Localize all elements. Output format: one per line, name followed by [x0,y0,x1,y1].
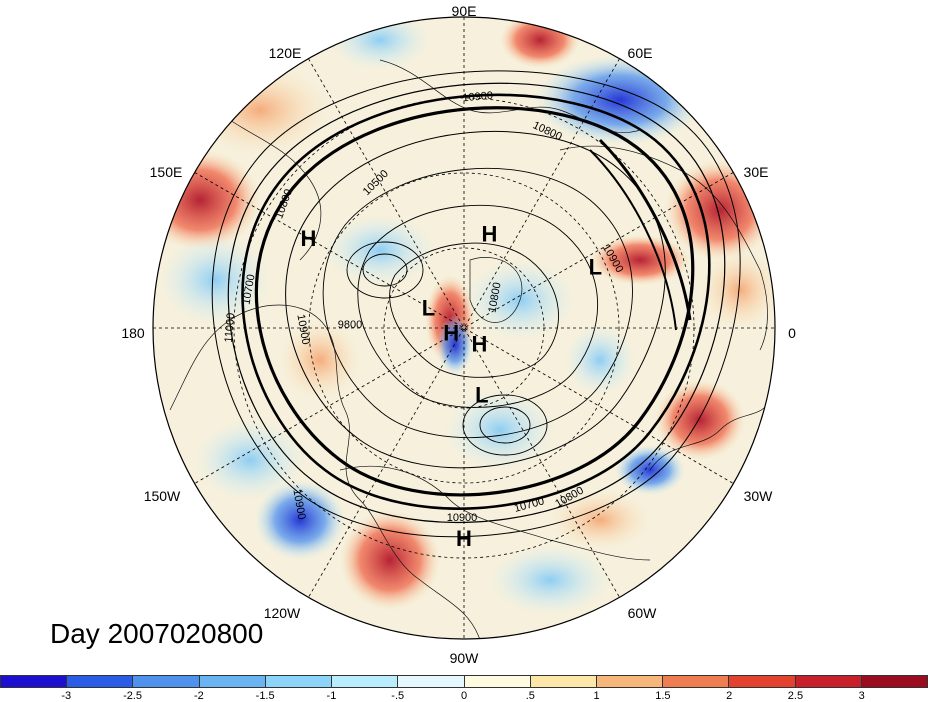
colorbar-swatch [795,676,862,687]
contour-label: 10800 [486,281,503,313]
colorbar-tick-label: -2 [193,690,204,702]
colorbar-tick-label: 2 [726,690,733,702]
high-pressure-marker: H [443,321,459,346]
colorbar-swatch [332,676,399,687]
colorbar-tick-label: -1 [326,690,337,702]
contour-label: 10900 [290,488,307,520]
colorbar [0,675,928,688]
colorbar-tick-label: 0 [460,690,468,702]
longitude-label: 150W [144,488,181,504]
colorbar-swatch [729,676,796,687]
map-boundary [152,16,776,640]
longitude-label: 60W [628,605,658,621]
longitude-label: 30W [744,488,774,504]
high-pressure-marker: H [471,331,487,356]
contour-label: 10700 [240,273,257,305]
contour-label: 9800 [338,319,362,331]
graticule [153,17,775,639]
colorbar-tick-label: -2.5 [123,690,143,702]
contour-label: 10900 [462,90,494,105]
colorbar-tick-label: 3 [858,690,865,702]
colorbar-swatch [861,676,928,687]
longitude-label: 30E [744,164,769,180]
colorbar-tick-label: 1 [593,690,600,702]
colorbar-swatch [596,676,664,687]
colorbar-swatch [265,676,333,687]
longitude-label: 180 [121,325,145,341]
high-pressure-marker: H [456,526,472,551]
colorbar-swatch [663,676,730,687]
low-pressure-marker: L [422,296,435,321]
colorbar-swatch [530,676,597,687]
colorbar-tick-label: 1.5 [655,690,671,702]
longitude-label: 120E [269,45,302,61]
high-pressure-marker: H [481,221,497,246]
longitude-label: 60E [628,45,653,61]
colorbar-swatch [464,676,531,687]
colorbar-tick-label: 2.5 [787,690,804,702]
longitude-label: 150E [150,164,183,180]
colorbar-tick-label: -1.5 [255,690,275,702]
colorbar-swatch [1,676,68,687]
contour-label: 11000 [223,312,238,343]
longitude-labels: 90E 60E 30E 0 30W 60W 90W 120W 150W 180 150E 120E [121,3,796,666]
colorbar-tick-label: -.5 [391,690,405,702]
longitude-label: 0 [788,325,796,341]
longitude-label: 120W [264,605,301,621]
high-pressure-marker: H [301,226,317,251]
colorbar-tick-label: -3 [61,690,72,702]
low-pressure-marker: L [475,383,488,408]
low-pressure-marker: L [589,255,602,280]
longitude-label: 90W [450,650,480,666]
longitude-label: 90E [452,3,477,19]
contour-label: 10900 [294,313,311,345]
colorbar-labels: -3 -2.5 -2 -1.5 -1 -.5 0 .5 1 1.5 2 2.5 3 [0,690,928,702]
height-contours [211,70,741,538]
date-title: Day 2007020800 [50,618,264,649]
colorbar-swatch [199,676,266,687]
colorbar-swatch [133,676,200,687]
colorbar-swatch [398,676,465,687]
contour-label: 10900 [447,512,478,524]
coastlines [169,59,771,639]
colorbar-tick-label: .5 [525,690,535,702]
colorbar-swatch [67,676,134,687]
